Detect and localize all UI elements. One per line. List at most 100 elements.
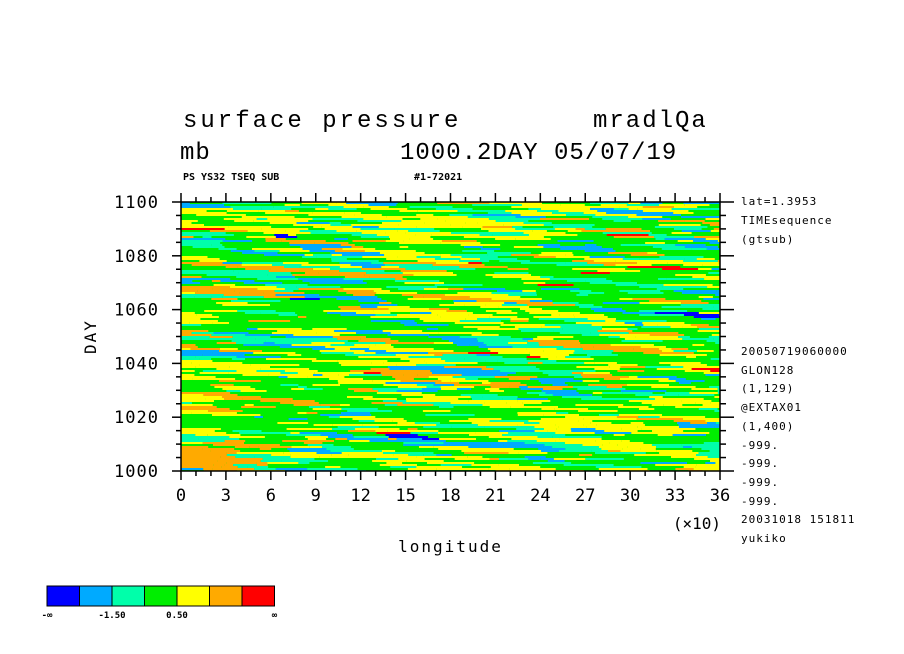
heatmap-cell [389,368,404,370]
heatmap-cell [698,296,713,298]
heatmap-cell [465,222,478,224]
heatmap-cell [417,260,460,262]
heatmap-cell [482,404,524,406]
heatmap-cell [254,416,263,418]
heatmap-cell [352,330,383,332]
heatmap-cell [181,352,213,354]
heatmap-cell [340,412,371,414]
heatmap-cell [517,414,543,416]
heatmap-cell [441,388,457,390]
heatmap-cell [181,452,227,454]
heatmap-cell [327,312,356,314]
heatmap-cell [565,448,602,450]
heatmap-cell [533,256,556,258]
heatmap-cell [417,374,462,376]
heatmap-cell [350,348,370,350]
heatmap-cell [673,290,717,292]
heatmap-cell [399,242,441,244]
heatmap-cell [408,454,424,456]
heatmap-cell [181,410,209,412]
heatmap-cell [470,396,483,398]
heatmap-cell [397,386,427,388]
heatmap-cell [441,380,451,382]
heatmap-cell [284,266,300,268]
x-tick-label: 9 [311,486,321,506]
heatmap-cell [527,386,573,388]
heatmap-cell [181,434,196,436]
heatmap-cell [213,464,225,466]
heatmap-cell [440,316,490,318]
heatmap-cell [272,264,302,266]
heatmap-cell [552,394,593,396]
heatmap-cell [181,376,216,378]
heatmap-cell [654,398,704,400]
heatmap-cell [261,228,309,230]
heatmap-cell [385,342,434,344]
heatmap-cell [410,312,432,314]
heatmap-cell [460,244,475,246]
heatmap-cell [309,446,323,448]
heatmap-cell [495,238,516,240]
heatmap-cell [683,264,703,266]
heatmap-cell [563,464,600,466]
heatmap-cell [693,240,705,242]
heatmap-cell [423,426,452,428]
heatmap-cell [449,420,490,422]
heatmap-cell [621,340,663,342]
heatmap-cell [416,364,456,366]
heatmap-cell [379,252,425,254]
heatmap-cell [716,290,720,292]
heatmap-cell [223,218,257,220]
heatmap-cell [220,280,255,282]
heatmap-cell [441,240,477,242]
heatmap-cell [472,214,521,216]
x-tick-labels: 0 3 6 9 12 15 18 21 24 27 30 33 36 [176,486,730,506]
heatmap-cell [675,274,706,276]
heatmap-cell [475,432,509,434]
heatmap-cell [277,422,309,424]
heatmap-cell [509,386,520,388]
heatmap-cell [498,352,530,354]
heatmap-cell [454,458,490,460]
heatmap-cell [620,366,646,368]
heatmap-cell [343,206,364,208]
heatmap-cell [307,468,358,470]
heatmap-cell [698,328,720,330]
heatmap-cell [181,334,212,336]
heatmap-cell [341,364,375,366]
heatmap-cell [257,278,299,280]
heatmap-cell [437,218,489,220]
heatmap-cell [328,204,369,206]
heatmap-cell [621,428,642,430]
heatmap-cell [464,304,486,306]
heatmap-cell [538,342,581,344]
heatmap-cell [465,318,478,320]
heatmap-cell [628,376,638,378]
heatmap-cell [392,376,429,378]
heatmap-cell [276,286,297,288]
heatmap-cell [263,292,305,294]
heatmap-cell [181,322,190,324]
heatmap-cell [408,356,455,358]
heatmap-cell [658,380,676,382]
heatmap-cell [628,400,682,402]
heatmap-cell [222,262,242,264]
heatmap-cell [215,274,268,276]
heatmap-cell [710,208,720,210]
heatmap-cell [260,400,291,402]
heatmap-cell [512,346,564,348]
heatmap-cell [431,312,473,314]
heatmap-cell [316,256,363,258]
heatmap-cell [299,432,337,434]
heatmap-cell [309,282,329,284]
heatmap-cell [341,408,378,410]
heatmap-cell [394,280,440,282]
heatmap-cell [697,350,714,352]
colorbar-swatch [111,585,145,607]
heatmap-cell [500,370,546,372]
heatmap-cell [479,234,493,236]
heatmap-cell [285,230,300,232]
heatmap-cell [642,218,671,220]
heatmap-cell [428,336,460,338]
heatmap-cell [356,230,398,232]
